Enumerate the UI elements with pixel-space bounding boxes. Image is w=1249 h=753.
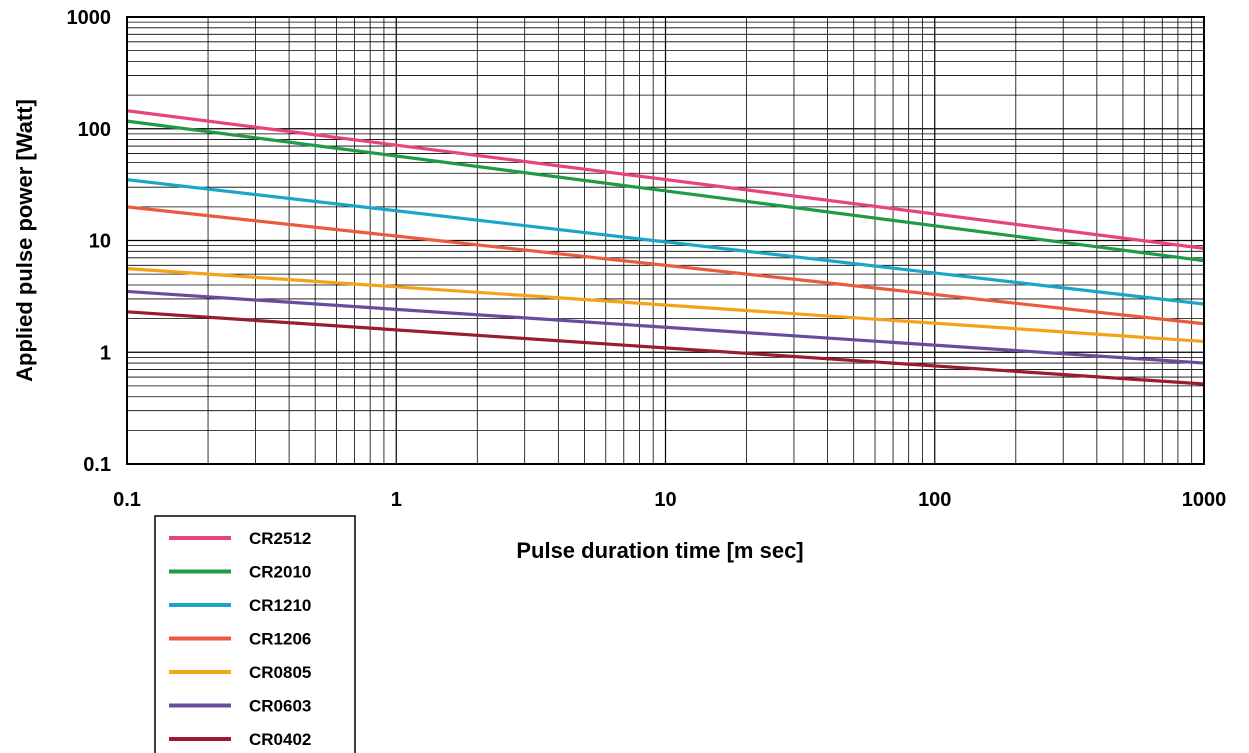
y-axis-label: Applied pulse power [Watt] (12, 99, 37, 382)
x-tick-label: 0.1 (113, 489, 141, 511)
y-tick-labels: 0.1 1 10 100 1000 (67, 7, 112, 476)
y-tick-label: 1 (100, 342, 111, 364)
y-tick-label: 1000 (67, 7, 112, 29)
x-tick-label: 100 (918, 489, 951, 511)
legend-label: CR0402 (249, 730, 311, 749)
x-tick-label: 1000 (1182, 489, 1227, 511)
series-line-cr2512 (126, 109, 1205, 250)
legend-label: CR0603 (249, 697, 311, 716)
y-tick-label: 100 (78, 119, 111, 141)
series-line-cr1210 (126, 178, 1205, 306)
y-tick-label: 10 (89, 231, 111, 253)
x-tick-label: 1 (391, 489, 402, 511)
legend-box (154, 515, 356, 753)
x-tick-label: 10 (654, 489, 676, 511)
y-tick-label: 0.1 (83, 454, 111, 476)
legend-label: CR1206 (249, 630, 311, 649)
series-line-cr0402 (126, 310, 1205, 386)
legend-label: CR1210 (249, 596, 311, 615)
legend-label: CR2010 (249, 563, 311, 582)
legend-label: CR2512 (249, 529, 311, 548)
series-layer (126, 109, 1205, 386)
series-line-cr1206 (126, 205, 1205, 326)
x-axis-label: Pulse duration time [m sec] (516, 538, 803, 563)
series-line-cr2010 (126, 119, 1205, 263)
legend: CR2512 CR2010 CR1210 CR1206 CR0805 CR0603 CR04… (154, 515, 356, 753)
series-line-cr0805 (126, 267, 1205, 344)
x-tick-labels: 0.1 1 10 100 1000 (113, 489, 1226, 511)
series-line-cr0603 (126, 289, 1205, 365)
plot-frame (126, 16, 1205, 465)
legend-label: CR0805 (249, 663, 311, 682)
